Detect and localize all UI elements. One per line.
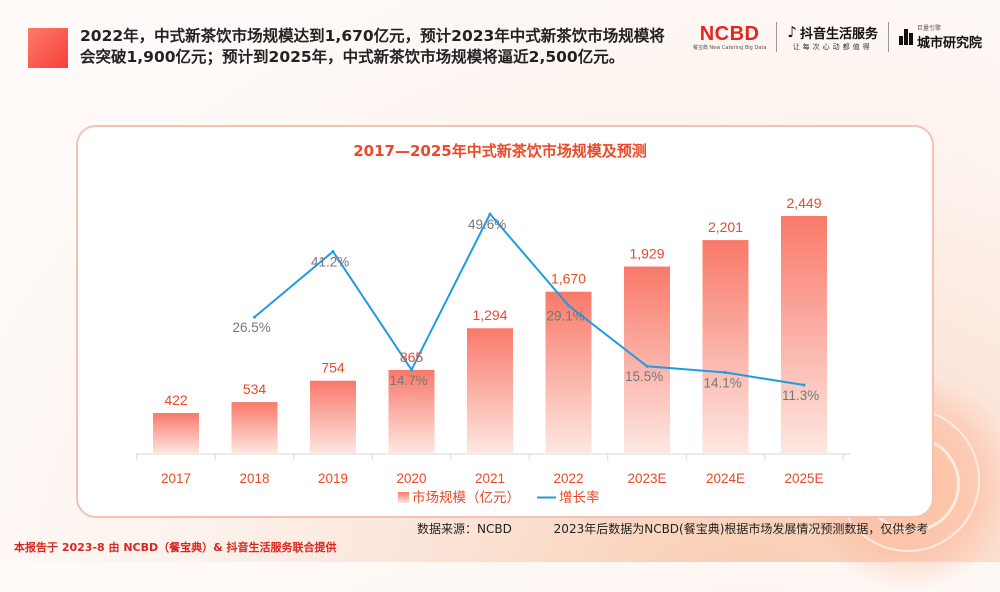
growth-rate-label: 49.6%: [468, 217, 506, 232]
city-logo-text: 城市研究院: [916, 36, 982, 51]
growth-rate-label: 14.7%: [390, 373, 428, 388]
bar-value-label: 1,294: [472, 307, 507, 323]
growth-rate-point: [410, 368, 413, 372]
growth-rate-line: [253, 212, 805, 386]
bar-2025E: [781, 216, 827, 454]
footer-credit: 本报告于 2023-8 由 NCBD（餐宝典）& 抖音生活服务联合提供: [14, 541, 337, 554]
bar-2018: [231, 402, 278, 454]
growth-rate-point: [253, 315, 256, 319]
bar-value-label: 865: [400, 349, 424, 365]
bar-value-label: 534: [243, 381, 267, 397]
city-logo-caption: 巨量引擎: [916, 25, 941, 32]
bar-value-label: 1,929: [629, 246, 664, 262]
growth-rate-label: 26.5%: [233, 320, 271, 335]
bar-value-label: 422: [164, 392, 188, 408]
douyin-logo-text: 抖音生活服务: [799, 26, 878, 42]
growth-rate-label: 14.1%: [704, 375, 742, 390]
douyin-slogan: 让每次心动都值得: [792, 42, 873, 51]
category-label: 2019: [318, 471, 348, 486]
growth-rate-label: 29.1%: [547, 309, 585, 324]
douyin-note-icon: ♪: [787, 23, 797, 41]
market-size-chart: 422 2017 534 2018 754 2019 865 2020 1,294 2021 1,6…: [136, 195, 850, 506]
chart-title: 2017—2025年中式新茶饮市场规模及预测: [353, 142, 647, 160]
douyin-logo: ♪ 抖音生活服务 让每次心动都值得: [787, 23, 878, 52]
category-label: 2025E: [784, 471, 823, 486]
bar-2021: [467, 328, 513, 454]
bar-value-label: 1,670: [551, 271, 586, 287]
logo-area: NCBD 餐宝典 New Catering Big Data ♪ 抖音生活服务 …: [693, 22, 982, 52]
ncbd-logo-text: NCBD: [699, 22, 760, 45]
growth-rate-point: [724, 370, 727, 374]
header-accent-square: [28, 28, 68, 68]
bar-2020: [388, 369, 435, 454]
growth-rate-point: [567, 304, 570, 308]
decorative-badge: 0.0%: [851, 452, 869, 460]
bar-2022: [545, 291, 592, 454]
bar-2017: [153, 412, 199, 454]
logo-divider: [887, 22, 889, 52]
category-label: 2022: [553, 471, 583, 486]
growth-rate-point: [645, 364, 649, 368]
bar-value-label: 2,201: [708, 219, 743, 235]
legend-swatch-bar: [398, 492, 409, 503]
city-building-icon: [898, 29, 913, 45]
category-label: 2023E: [627, 471, 666, 486]
bar-value-label: 2,449: [786, 195, 821, 211]
ncbd-logo: NCBD 餐宝典 New Catering Big Data: [693, 24, 767, 51]
ncbd-logo-subtitle: 餐宝典 New Catering Big Data: [692, 44, 767, 51]
category-label: 2024E: [706, 471, 745, 486]
legend-label-bar: 市场规模（亿元）: [412, 489, 520, 506]
logo-divider: [776, 22, 778, 52]
growth-rate-label: 11.3%: [782, 388, 819, 403]
source-label: 数据来源：NCBD: [417, 522, 512, 536]
city-institute-logo: 巨量引擎 城市研究院: [898, 23, 982, 51]
headline: 2022年，中式新茶饮市场规模达到1,670亿元，预计2023年中式新茶饮市场规…: [80, 27, 665, 66]
source-row: 数据来源：NCBD 2023年后数据为NCBD(餐宝典)根据市场发展情况预测数据…: [417, 520, 966, 537]
bar-2024E: [702, 240, 749, 454]
growth-rate-label: 15.5%: [625, 369, 663, 384]
bar-2023E: [624, 266, 670, 454]
category-label: 2018: [239, 471, 269, 486]
growth-rate-point: [331, 250, 335, 254]
legend-label-line: 增长率: [559, 489, 600, 506]
bar-2019: [310, 380, 356, 454]
category-label: 2021: [475, 471, 505, 486]
forecast-note: 2023年后数据为NCBD(餐宝典)根据市场发展情况预测数据，仅供参考: [553, 522, 929, 536]
category-label: 2017: [161, 471, 191, 486]
bar-value-label: 754: [321, 360, 345, 376]
category-label: 2020: [396, 471, 426, 486]
growth-rate-point: [488, 212, 492, 216]
growth-rate-point: [802, 383, 806, 387]
growth-rate-label: 41.2%: [311, 255, 349, 270]
